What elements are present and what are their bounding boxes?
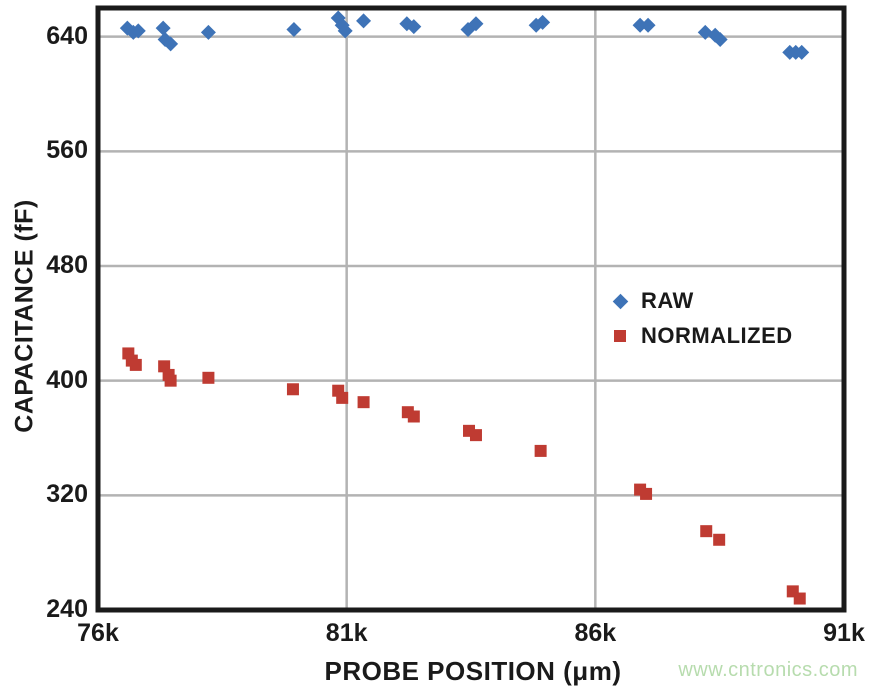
data-point-raw: [640, 17, 656, 33]
legend-label-raw: RAW: [641, 288, 694, 313]
data-point-normalized: [700, 525, 713, 538]
data-point-raw: [356, 13, 372, 29]
data-point-normalized: [640, 487, 653, 500]
y-axis-title: CAPACITANCE (fF): [10, 199, 39, 433]
data-point-normalized: [407, 410, 420, 423]
watermark: www.cntronics.com: [678, 659, 858, 681]
x-axis-title: PROBE POSITION (μm): [324, 656, 622, 686]
legend-item-normalized: NORMALIZED: [611, 323, 793, 349]
data-point-normalized: [336, 391, 349, 404]
data-point-raw: [155, 20, 171, 36]
data-point-raw: [337, 23, 353, 39]
data-point-raw: [163, 36, 179, 52]
data-point-normalized: [202, 371, 215, 384]
y-tick-label-480: 480: [46, 250, 88, 279]
data-point-raw: [468, 16, 484, 32]
data-point-normalized: [534, 444, 547, 457]
legend-label-normalized: NORMALIZED: [641, 323, 793, 348]
y-tick-label-400: 400: [46, 365, 88, 394]
data-point-raw: [794, 44, 810, 60]
x-tick-label-91k: 91k: [823, 619, 865, 647]
data-point-raw: [535, 14, 551, 30]
x-tick-label-76k: 76k: [77, 619, 119, 647]
x-tick-label-81k: 81k: [325, 619, 368, 647]
plot-frame: [95, 5, 847, 613]
data-point-normalized: [357, 396, 370, 409]
y-tick-label-240: 240: [46, 594, 88, 623]
raw-series-diamond-icon: [611, 292, 629, 310]
legend-item-raw: RAW: [611, 288, 793, 314]
data-point-raw: [632, 17, 648, 33]
data-point-raw: [130, 23, 146, 39]
data-point-normalized: [286, 383, 299, 396]
y-tick-label-560: 560: [46, 136, 88, 165]
data-point-normalized: [164, 374, 177, 387]
data-point-raw: [286, 22, 302, 37]
data-point-normalized: [793, 592, 806, 605]
normalized-series-square-icon: [611, 327, 629, 345]
x-tick-label-86k: 86k: [574, 619, 617, 647]
data-point-normalized: [469, 429, 482, 442]
y-tick-label-640: 640: [46, 21, 88, 50]
data-point-raw: [712, 32, 728, 48]
data-point-normalized: [129, 358, 142, 371]
data-point-normalized: [713, 533, 726, 546]
legend: RAW NORMALIZED: [611, 288, 793, 349]
data-point-raw: [200, 24, 216, 40]
data-point-raw: [406, 19, 422, 35]
y-tick-label-320: 320: [46, 480, 88, 509]
